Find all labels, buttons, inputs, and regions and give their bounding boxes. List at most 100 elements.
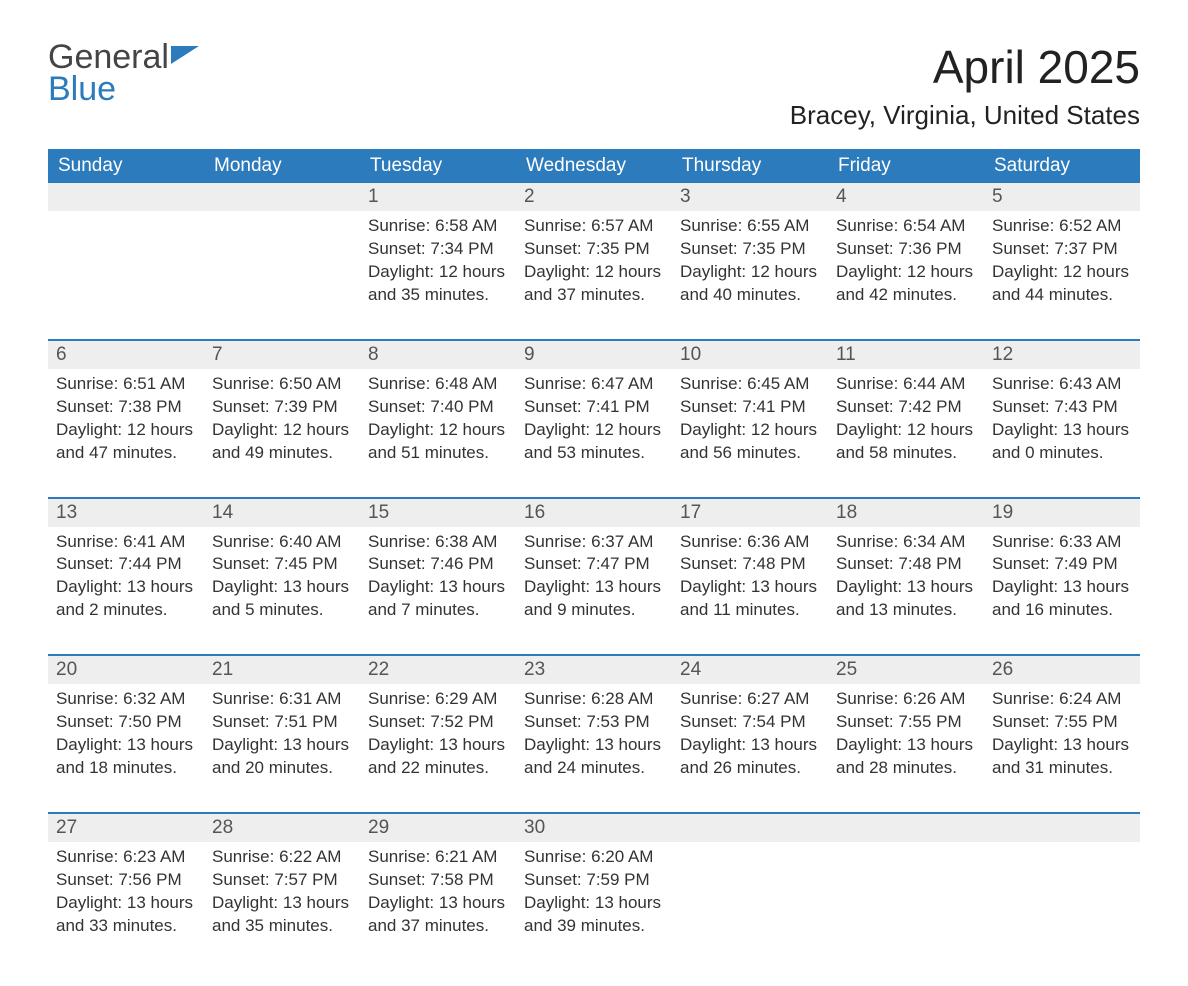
sunrise-text: Sunrise: 6:41 AM — [56, 531, 196, 554]
daylight-text-2: and 20 minutes. — [212, 757, 352, 780]
day-number-row: 6789101112 — [48, 341, 1140, 369]
sunset-text: Sunset: 7:58 PM — [368, 869, 508, 892]
day-cell — [828, 842, 984, 946]
daylight-text-2: and 9 minutes. — [524, 599, 664, 622]
day-number-row: 12345 — [48, 183, 1140, 211]
day-cell: Sunrise: 6:27 AMSunset: 7:54 PMDaylight:… — [672, 684, 828, 788]
daylight-text-1: Daylight: 13 hours — [212, 734, 352, 757]
sunrise-text: Sunrise: 6:27 AM — [680, 688, 820, 711]
logo: General Blue — [48, 40, 199, 106]
sunrise-text: Sunrise: 6:21 AM — [368, 846, 508, 869]
day-cell: Sunrise: 6:31 AMSunset: 7:51 PMDaylight:… — [204, 684, 360, 788]
day-number: 28 — [204, 814, 360, 842]
sunset-text: Sunset: 7:42 PM — [836, 396, 976, 419]
day-cell: Sunrise: 6:52 AMSunset: 7:37 PMDaylight:… — [984, 211, 1140, 315]
daylight-text-2: and 5 minutes. — [212, 599, 352, 622]
day-cell: Sunrise: 6:41 AMSunset: 7:44 PMDaylight:… — [48, 527, 204, 631]
sunrise-text: Sunrise: 6:24 AM — [992, 688, 1132, 711]
sunrise-text: Sunrise: 6:40 AM — [212, 531, 352, 554]
week: 20212223242526Sunrise: 6:32 AMSunset: 7:… — [48, 654, 1140, 788]
sunrise-text: Sunrise: 6:52 AM — [992, 215, 1132, 238]
day-cell: Sunrise: 6:45 AMSunset: 7:41 PMDaylight:… — [672, 369, 828, 473]
sunrise-text: Sunrise: 6:38 AM — [368, 531, 508, 554]
daylight-text-2: and 7 minutes. — [368, 599, 508, 622]
daylight-text-1: Daylight: 12 hours — [680, 419, 820, 442]
day-number: 30 — [516, 814, 672, 842]
day-body-row: Sunrise: 6:32 AMSunset: 7:50 PMDaylight:… — [48, 684, 1140, 788]
sunset-text: Sunset: 7:39 PM — [212, 396, 352, 419]
daylight-text-1: Daylight: 13 hours — [992, 734, 1132, 757]
day-number: 22 — [360, 656, 516, 684]
daylight-text-2: and 37 minutes. — [368, 915, 508, 938]
dow-saturday: Saturday — [984, 149, 1140, 183]
daylight-text-2: and 47 minutes. — [56, 442, 196, 465]
sunrise-text: Sunrise: 6:47 AM — [524, 373, 664, 396]
sunrise-text: Sunrise: 6:33 AM — [992, 531, 1132, 554]
sunrise-text: Sunrise: 6:50 AM — [212, 373, 352, 396]
daylight-text-2: and 33 minutes. — [56, 915, 196, 938]
sunset-text: Sunset: 7:36 PM — [836, 238, 976, 261]
daylight-text-1: Daylight: 13 hours — [680, 576, 820, 599]
sunset-text: Sunset: 7:48 PM — [680, 553, 820, 576]
sunset-text: Sunset: 7:50 PM — [56, 711, 196, 734]
sunrise-text: Sunrise: 6:58 AM — [368, 215, 508, 238]
day-cell: Sunrise: 6:29 AMSunset: 7:52 PMDaylight:… — [360, 684, 516, 788]
day-number — [984, 814, 1140, 842]
dow-monday: Monday — [204, 149, 360, 183]
day-number: 23 — [516, 656, 672, 684]
sunset-text: Sunset: 7:59 PM — [524, 869, 664, 892]
day-number: 9 — [516, 341, 672, 369]
month-title: April 2025 — [790, 40, 1140, 94]
daylight-text-1: Daylight: 12 hours — [680, 261, 820, 284]
sunset-text: Sunset: 7:47 PM — [524, 553, 664, 576]
day-number: 6 — [48, 341, 204, 369]
day-cell: Sunrise: 6:48 AMSunset: 7:40 PMDaylight:… — [360, 369, 516, 473]
day-cell: Sunrise: 6:55 AMSunset: 7:35 PMDaylight:… — [672, 211, 828, 315]
day-number: 12 — [984, 341, 1140, 369]
sunset-text: Sunset: 7:54 PM — [680, 711, 820, 734]
sunset-text: Sunset: 7:56 PM — [56, 869, 196, 892]
daylight-text-2: and 16 minutes. — [992, 599, 1132, 622]
daylight-text-1: Daylight: 13 hours — [368, 892, 508, 915]
daylight-text-2: and 0 minutes. — [992, 442, 1132, 465]
week: 12345Sunrise: 6:58 AMSunset: 7:34 PMDayl… — [48, 183, 1140, 315]
day-number: 27 — [48, 814, 204, 842]
day-cell: Sunrise: 6:50 AMSunset: 7:39 PMDaylight:… — [204, 369, 360, 473]
day-number: 4 — [828, 183, 984, 211]
day-number-row: 13141516171819 — [48, 499, 1140, 527]
sunrise-text: Sunrise: 6:37 AM — [524, 531, 664, 554]
sunrise-text: Sunrise: 6:31 AM — [212, 688, 352, 711]
daylight-text-1: Daylight: 13 hours — [524, 576, 664, 599]
day-number: 14 — [204, 499, 360, 527]
sunrise-text: Sunrise: 6:43 AM — [992, 373, 1132, 396]
day-number — [672, 814, 828, 842]
daylight-text-1: Daylight: 13 hours — [992, 576, 1132, 599]
sunset-text: Sunset: 7:57 PM — [212, 869, 352, 892]
title-block: April 2025 Bracey, Virginia, United Stat… — [790, 40, 1140, 131]
daylight-text-1: Daylight: 13 hours — [212, 576, 352, 599]
sunset-text: Sunset: 7:35 PM — [680, 238, 820, 261]
day-body-row: Sunrise: 6:51 AMSunset: 7:38 PMDaylight:… — [48, 369, 1140, 473]
daylight-text-2: and 40 minutes. — [680, 284, 820, 307]
daylight-text-1: Daylight: 13 hours — [524, 892, 664, 915]
day-cell: Sunrise: 6:54 AMSunset: 7:36 PMDaylight:… — [828, 211, 984, 315]
sunset-text: Sunset: 7:38 PM — [56, 396, 196, 419]
day-cell: Sunrise: 6:37 AMSunset: 7:47 PMDaylight:… — [516, 527, 672, 631]
daylight-text-2: and 24 minutes. — [524, 757, 664, 780]
day-cell: Sunrise: 6:44 AMSunset: 7:42 PMDaylight:… — [828, 369, 984, 473]
day-cell: Sunrise: 6:33 AMSunset: 7:49 PMDaylight:… — [984, 527, 1140, 631]
sunrise-text: Sunrise: 6:20 AM — [524, 846, 664, 869]
sunrise-text: Sunrise: 6:22 AM — [212, 846, 352, 869]
day-cell — [984, 842, 1140, 946]
daylight-text-2: and 26 minutes. — [680, 757, 820, 780]
weeks-container: 12345Sunrise: 6:58 AMSunset: 7:34 PMDayl… — [48, 183, 1140, 946]
day-cell: Sunrise: 6:21 AMSunset: 7:58 PMDaylight:… — [360, 842, 516, 946]
day-cell: Sunrise: 6:22 AMSunset: 7:57 PMDaylight:… — [204, 842, 360, 946]
day-number-row: 27282930 — [48, 814, 1140, 842]
calendar: Sunday Monday Tuesday Wednesday Thursday… — [48, 149, 1140, 946]
daylight-text-1: Daylight: 13 hours — [212, 892, 352, 915]
sunrise-text: Sunrise: 6:54 AM — [836, 215, 976, 238]
days-of-week-row: Sunday Monday Tuesday Wednesday Thursday… — [48, 149, 1140, 183]
daylight-text-2: and 44 minutes. — [992, 284, 1132, 307]
daylight-text-2: and 35 minutes. — [368, 284, 508, 307]
